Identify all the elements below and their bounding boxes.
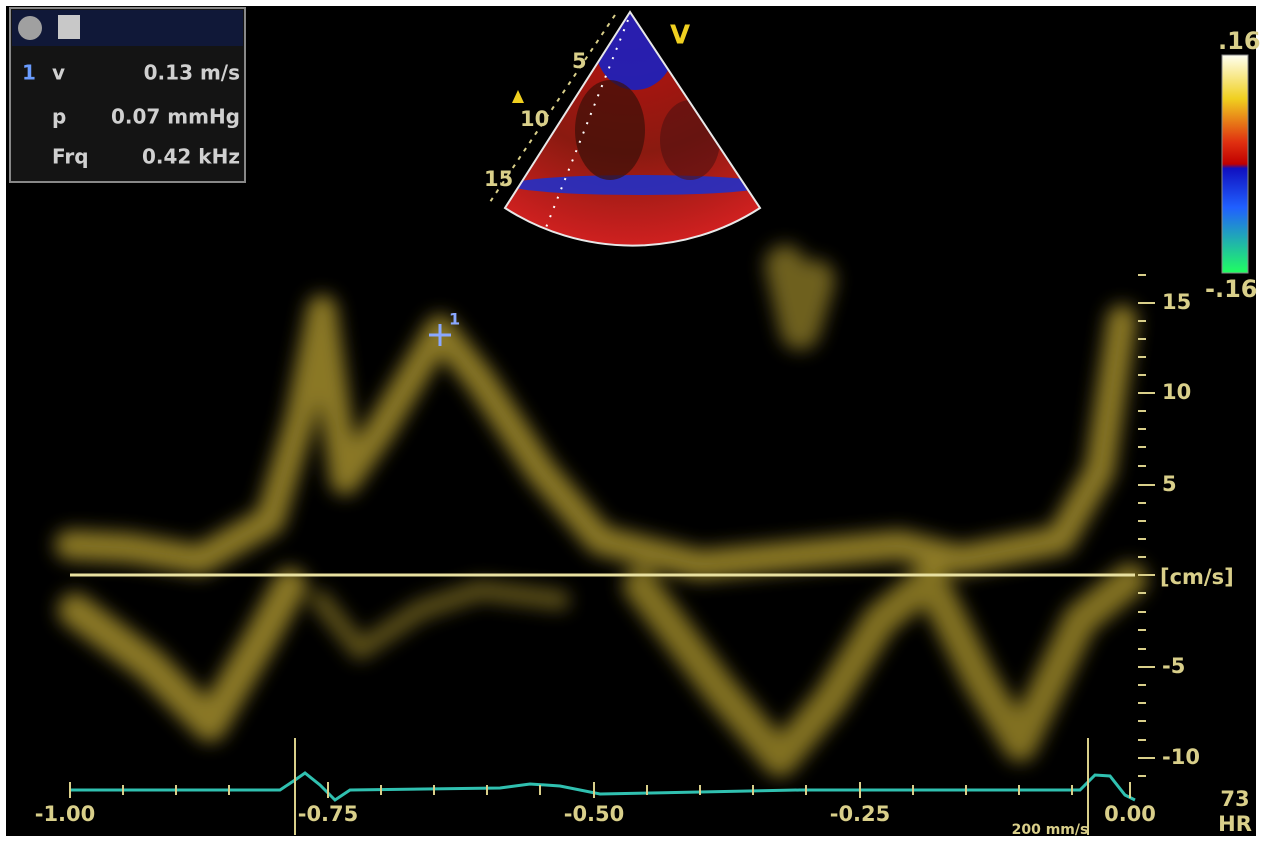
- heart-rate-label: HR: [1218, 812, 1252, 836]
- depth-scale: [487, 14, 616, 206]
- ecg-trace: [70, 771, 1136, 802]
- measure-icon: [58, 15, 80, 39]
- measure-label: v: [52, 61, 65, 85]
- sector-outline: [503, 10, 762, 247]
- depth-label: 5: [572, 49, 587, 73]
- velocity-label: 5: [1162, 472, 1177, 496]
- measure-value: 0.07 mmHg: [111, 105, 240, 129]
- velocity-unit: [cm/s]: [1160, 565, 1234, 589]
- velocity-ticks: [1138, 274, 1155, 777]
- sector-mode: V: [670, 21, 690, 51]
- record-icon: [18, 16, 42, 40]
- measure-value: 0.42 kHz: [142, 145, 240, 169]
- depth-label: 10: [520, 107, 549, 131]
- info-header: [12, 10, 243, 46]
- sweep-speed: 200 mm/s: [1012, 822, 1089, 838]
- time-ticks: [69, 738, 1131, 835]
- measure-label: Frq: [52, 145, 89, 169]
- measure-index: 1: [22, 61, 36, 85]
- time-label: 0.00: [1104, 802, 1156, 826]
- doppler-spectrum: [55, 245, 1147, 777]
- heart-rate-value: 73: [1220, 787, 1249, 811]
- velocity-label: 15: [1162, 290, 1191, 314]
- velocity-label: -10: [1162, 745, 1200, 769]
- measure-value: 0.13 m/s: [144, 61, 240, 85]
- cursor-label: 1: [449, 310, 460, 329]
- color-scale-bar: [1221, 54, 1249, 274]
- color-scale-max: .16: [1218, 27, 1261, 55]
- velocity-label: -5: [1162, 654, 1185, 678]
- velocity-label: 10: [1162, 380, 1191, 404]
- cursor-mark: [429, 324, 451, 346]
- depth-label: 15: [484, 167, 513, 191]
- color-scale-min: -.16: [1205, 275, 1257, 303]
- time-label: -0.25: [830, 802, 891, 826]
- measure-label: p: [52, 105, 66, 129]
- time-label: -0.50: [564, 802, 625, 826]
- time-label: -0.75: [298, 802, 359, 826]
- time-label: -1.00: [35, 802, 96, 826]
- focus-marker: [512, 90, 524, 103]
